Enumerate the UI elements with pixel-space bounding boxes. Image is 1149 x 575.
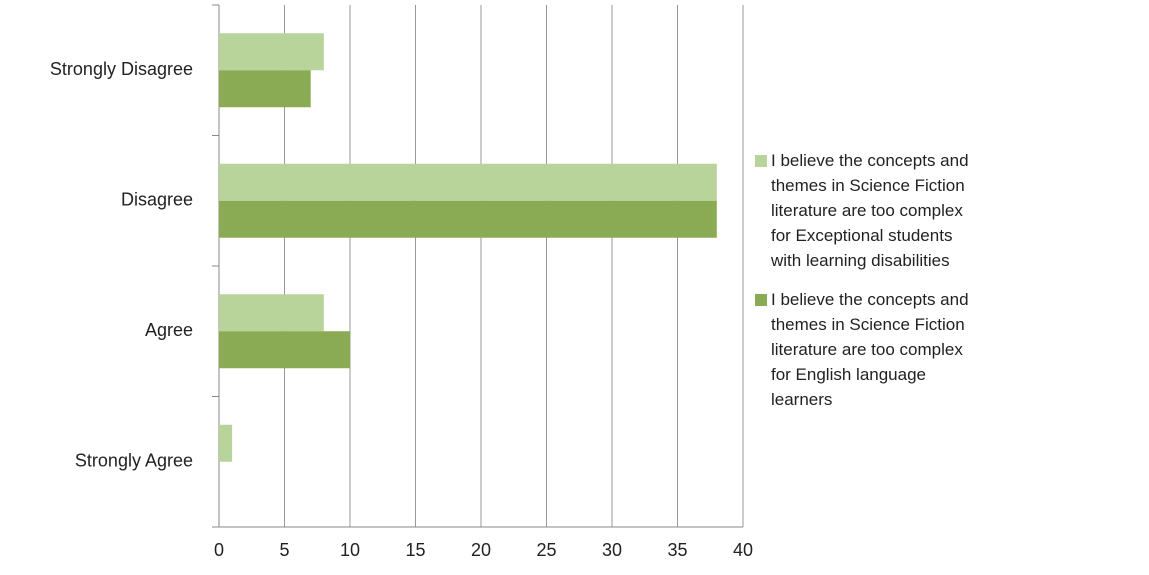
bar (219, 424, 233, 462)
legend-label: I believe the concepts and themes in Sci… (771, 151, 969, 270)
legend: I believe the concepts and themes in Sci… (755, 148, 975, 426)
y-tick-label: Disagree (121, 190, 193, 210)
legend-label: I believe the concepts and themes in Sci… (771, 290, 969, 409)
bar (219, 200, 717, 238)
legend-item: I believe the concepts and themes in Sci… (755, 287, 975, 412)
x-tick-label: 5 (279, 540, 289, 560)
x-tick-label: 10 (340, 540, 360, 560)
x-tick-label: 20 (471, 540, 491, 560)
x-tick-label: 0 (214, 540, 224, 560)
bar (219, 331, 350, 369)
legend-swatch (755, 155, 767, 167)
bar (219, 70, 311, 108)
y-tick-label: Strongly Agree (75, 451, 193, 471)
x-tick-label: 35 (667, 540, 687, 560)
x-tick-label: 15 (405, 540, 425, 560)
legend-item: I believe the concepts and themes in Sci… (755, 148, 975, 273)
y-tick-label: Strongly Disagree (50, 59, 193, 79)
x-tick-label: 40 (733, 540, 753, 560)
legend-swatch (755, 294, 767, 306)
x-tick-label: 30 (602, 540, 622, 560)
y-tick-label: Agree (145, 320, 193, 340)
bar (219, 33, 324, 71)
x-tick-label: 25 (536, 540, 556, 560)
bar (219, 294, 324, 332)
bar (219, 163, 717, 201)
